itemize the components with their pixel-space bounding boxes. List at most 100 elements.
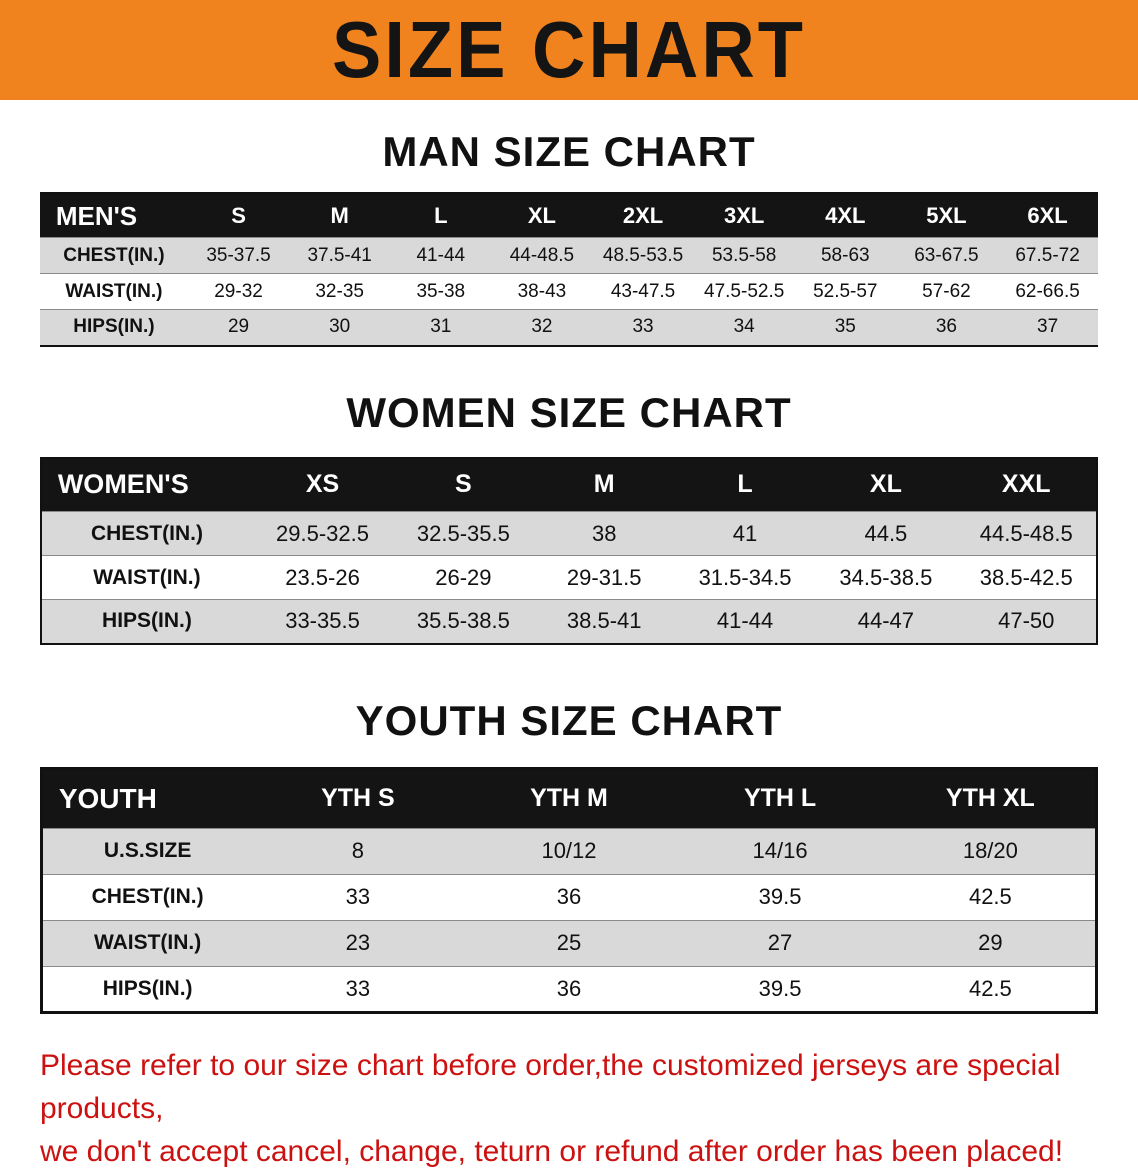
size-value: 53.5-58 <box>711 244 777 266</box>
size-value: 34.5-38.5 <box>839 564 933 590</box>
row-label: CHEST(IN.) <box>91 885 204 908</box>
table-row: HIPS(IN.) 33-35.5 35.5-38.5 38.5-41 41-44 44-… <box>40 599 1098 644</box>
table-row: HIPS(IN.) 33 36 39.5 42.5 <box>41 966 1097 1012</box>
size-value: 18/20 <box>962 838 1018 863</box>
size-column-header: XS <box>252 457 393 512</box>
size-column-header: 6XL <box>996 193 1099 238</box>
row-label: WAIST(IN.) <box>93 565 201 589</box>
size-value: 29 <box>978 930 1003 955</box>
size-value: 44-48.5 <box>509 244 575 266</box>
row-label: HIPS(IN.) <box>102 609 192 633</box>
size-value: 33 <box>632 316 654 338</box>
size-value: 31 <box>430 316 452 338</box>
size-value: 67.5-72 <box>1015 244 1080 266</box>
size-column-header: YTH L <box>674 768 886 828</box>
header-row: WOMEN'S XS S M L XL XXL <box>40 457 1098 512</box>
size-column-header: YTH XL <box>885 768 1097 828</box>
size-column-header: S <box>187 193 290 238</box>
size-value: 47-50 <box>998 608 1055 634</box>
size-value: 29-31.5 <box>566 564 642 590</box>
size-column-header: XL <box>491 193 593 238</box>
size-value: 42.5 <box>968 975 1012 1001</box>
size-value: 29 <box>227 316 250 338</box>
women-section-heading: WOMEN SIZE CHART <box>346 388 792 436</box>
header-row: MEN'S S M L XL 2XL 3XL 4XL 5XL 6XL <box>39 193 1099 238</box>
size-value: 23.5-26 <box>285 564 360 590</box>
women-size-section: WOMEN SIZE CHART WOMEN'S XS S M L XL XXL CHEST(… <box>0 389 1138 645</box>
size-value: 8 <box>351 838 365 863</box>
size-value: 48.5-53.5 <box>602 244 684 266</box>
size-value: 39.5 <box>758 975 802 1001</box>
page-title: SIZE CHART <box>332 4 806 95</box>
size-value: 32-35 <box>315 280 364 302</box>
men-size-table: MEN'S S M L XL 2XL 3XL 4XL 5XL 6XL CHEST(IN.) 35-37… <box>39 192 1099 347</box>
size-value: 33 <box>345 975 371 1001</box>
table-corner-label: MEN'S <box>39 193 188 238</box>
size-value: 57-62 <box>922 280 971 302</box>
size-value: 42.5 <box>968 884 1012 909</box>
size-value: 47.5-52.5 <box>704 280 785 302</box>
size-value: 33-35.5 <box>285 608 360 634</box>
size-column-header: L <box>674 457 816 512</box>
row-label: HIPS(IN.) <box>102 976 193 1000</box>
size-value: 14/16 <box>752 838 808 863</box>
size-value: 41-44 <box>416 244 466 266</box>
size-column-header: YTH S <box>252 768 464 828</box>
row-label: WAIST(IN.) <box>65 280 163 302</box>
banner: SIZE CHART <box>0 0 1138 100</box>
size-column-header: 2XL <box>592 193 694 238</box>
size-value: 38-43 <box>517 280 567 302</box>
table-row: CHEST(IN.) 29.5-32.5 32.5-35.5 38 41 44.5 44.5… <box>40 511 1098 556</box>
table-corner-label: WOMEN'S <box>40 457 253 512</box>
youth-size-section: YOUTH SIZE CHART YOUTH YTH S YTH M YTH L YTH… <box>0 697 1138 1014</box>
size-value: 37 <box>1037 316 1059 338</box>
table-corner-label: YOUTH <box>41 768 253 828</box>
size-value: 44-47 <box>857 608 915 634</box>
row-label: HIPS(IN.) <box>73 316 155 338</box>
size-column-header: YTH M <box>463 768 675 828</box>
men-size-section: MAN SIZE CHART MEN'S S M L XL 2XL 3XL 4XL 5XL 6XL… <box>0 128 1138 347</box>
youth-size-table: YOUTH YTH S YTH M YTH L YTH XL U.S.SIZE 8 10/12… <box>39 766 1099 1014</box>
size-column-header: M <box>533 457 675 512</box>
size-value: 23 <box>345 930 371 955</box>
row-label: CHEST(IN.) <box>90 521 203 545</box>
row-label: WAIST(IN.) <box>93 931 202 954</box>
size-value: 62-66.5 <box>1015 280 1080 302</box>
size-value: 10/12 <box>541 838 597 863</box>
table-row: WAIST(IN.) 23.5-26 26-29 29-31.5 31.5-34.5 34… <box>40 555 1098 600</box>
table-row: CHEST(IN.) 33 36 39.5 42.5 <box>41 874 1097 920</box>
table-row: WAIST(IN.) 23 25 27 29 <box>41 920 1097 966</box>
size-value: 52.5-57 <box>813 280 878 302</box>
size-value: 38.5-41 <box>566 608 642 634</box>
youth-section-heading: YOUTH SIZE CHART <box>355 696 783 744</box>
size-value: 35-38 <box>416 280 466 302</box>
size-value: 34 <box>733 316 755 338</box>
size-value: 41 <box>732 520 758 546</box>
size-value: 36 <box>556 884 582 909</box>
size-value: 35.5-38.5 <box>416 608 510 634</box>
size-value: 36 <box>556 975 582 1001</box>
size-value: 27 <box>767 930 793 955</box>
size-column-header: XXL <box>956 457 1098 512</box>
size-column-header: 5XL <box>895 193 997 238</box>
size-value: 26-29 <box>435 564 492 590</box>
row-label: CHEST(IN.) <box>63 244 165 266</box>
size-value: 44.5-48.5 <box>979 520 1073 546</box>
size-value: 36 <box>935 316 957 338</box>
size-value: 29.5-32.5 <box>276 520 369 546</box>
size-value: 29-32 <box>214 280 263 302</box>
size-value: 35 <box>834 316 856 338</box>
size-value: 39.5 <box>758 884 802 909</box>
header-row: YOUTH YTH S YTH M YTH L YTH XL <box>41 768 1097 828</box>
size-value: 41-44 <box>716 608 774 634</box>
size-column-header: 4XL <box>794 193 896 238</box>
size-value: 32.5-35.5 <box>416 520 510 546</box>
women-size-table: WOMEN'S XS S M L XL XXL CHEST(IN.) 29.5-32.5 32.5… <box>39 456 1099 645</box>
men-section-heading: MAN SIZE CHART <box>382 128 756 175</box>
size-column-header: L <box>390 193 492 238</box>
size-column-header: 3XL <box>693 193 795 238</box>
size-value: 31.5-34.5 <box>698 564 792 590</box>
size-value: 37.5-41 <box>307 244 372 266</box>
table-row: U.S.SIZE 8 10/12 14/16 18/20 <box>41 828 1097 874</box>
